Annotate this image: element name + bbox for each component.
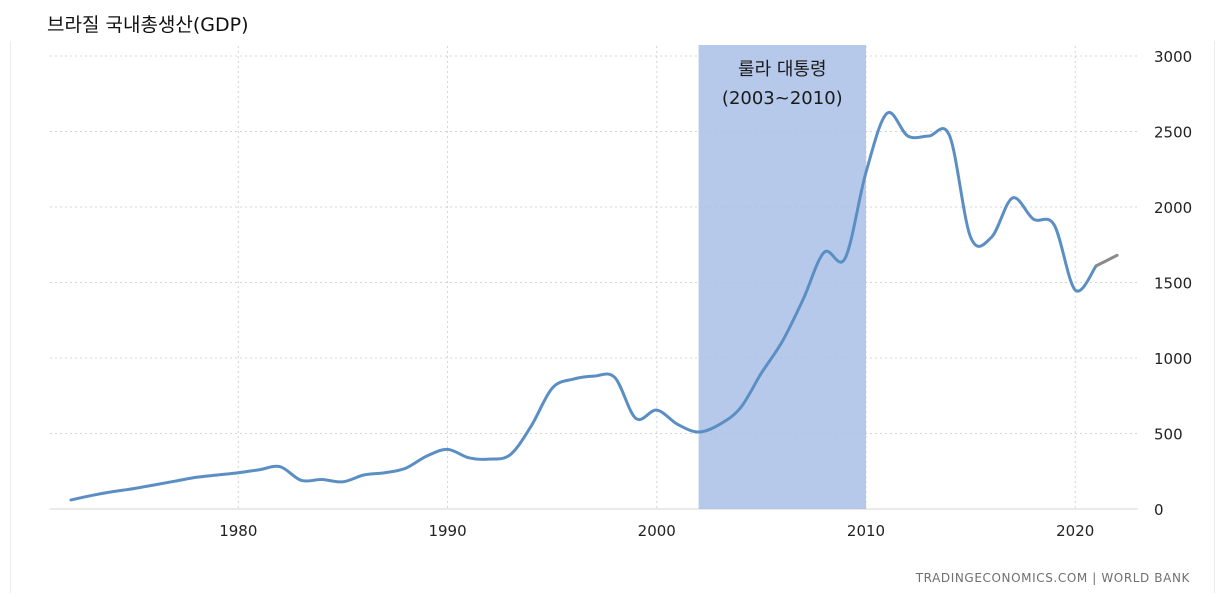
y-tick-label: 2000 [1154,199,1192,217]
x-tick-label: 2000 [638,522,676,540]
chart-title: 브라질 국내총생산(GDP) [47,14,249,36]
gdp-series-line [69,110,1098,502]
y-tick-label: 0 [1154,501,1164,519]
chart-frame [10,41,1215,593]
y-tick-label: 2500 [1154,124,1192,142]
forecast-series-line [1094,253,1119,268]
source-attribution: TRADINGECONOMICS.COM | WORLD BANK [915,571,1190,585]
x-tick-label: 2020 [1056,522,1094,540]
shaded-region-label-years: (2003~2010) [722,88,843,109]
x-tick-label: 1980 [219,522,257,540]
y-tick-label: 1500 [1154,275,1192,293]
x-tick-label: 2010 [847,522,885,540]
y-tick-label: 500 [1154,426,1183,444]
shaded-region-label-name: 룰라 대통령 [738,59,827,80]
shaded-region [698,45,866,509]
x-tick-label: 1990 [428,522,466,540]
y-tick-label: 1000 [1154,350,1192,368]
y-tick-label: 3000 [1154,48,1192,66]
